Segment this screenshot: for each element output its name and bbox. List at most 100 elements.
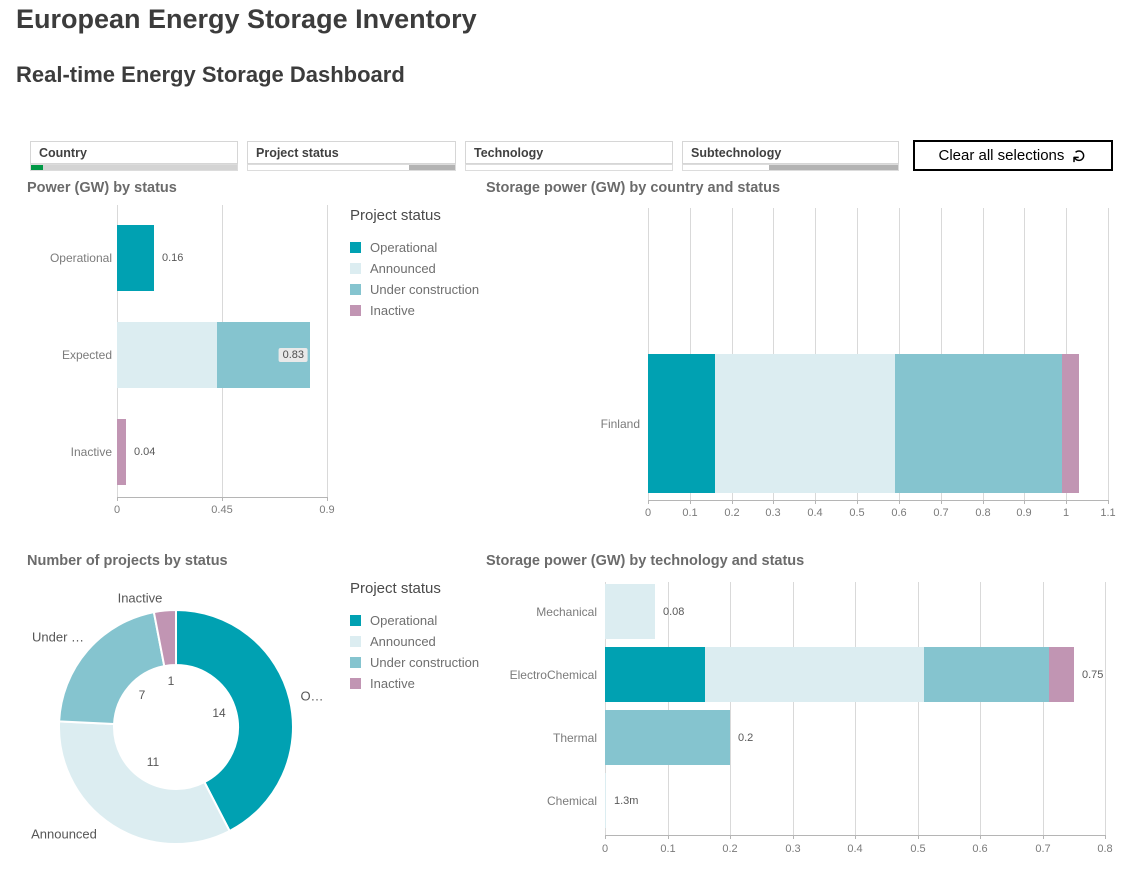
bar-segment-operational[interactable] xyxy=(648,354,715,493)
axis-tick xyxy=(690,500,691,504)
selection-chip-possible xyxy=(248,165,410,170)
gridline xyxy=(730,582,731,835)
axis-tick xyxy=(855,835,856,839)
gridline xyxy=(793,582,794,835)
filter-project-status-label: Project status xyxy=(256,146,339,160)
category-label: Inactive xyxy=(70,445,112,459)
chart-title-projects-by-status: Number of projects by status xyxy=(27,553,228,569)
donut-slice-value: 11 xyxy=(146,755,160,769)
x-tick-label: 0.6 xyxy=(891,507,907,519)
bar-segment-under_construction[interactable] xyxy=(895,354,1062,493)
legend-item-operational[interactable]: Operational xyxy=(350,610,520,631)
legend-item-operational[interactable]: Operational xyxy=(350,237,520,258)
bar-segment-inactive[interactable] xyxy=(117,419,126,485)
legend-item-under_construction[interactable]: Under construction xyxy=(350,652,520,673)
filter-technology-label: Technology xyxy=(474,146,544,160)
value-label: 0.2 xyxy=(738,732,754,744)
x-axis-line xyxy=(648,500,1109,501)
legend-item-label: Operational xyxy=(370,613,438,628)
axis-tick xyxy=(648,500,649,504)
legend-item-announced[interactable]: Announced xyxy=(350,631,520,652)
value-label: 0.83 xyxy=(278,348,308,362)
axis-tick xyxy=(918,835,919,839)
bar-segment-announced[interactable] xyxy=(117,322,217,388)
legend-item-announced[interactable]: Announced xyxy=(350,258,520,279)
page-title: European Energy Storage Inventory xyxy=(16,4,477,34)
gridline xyxy=(605,582,606,835)
donut-slice-under_construction[interactable] xyxy=(58,610,166,726)
x-tick-label: 0.8 xyxy=(1097,843,1113,855)
donut-slice-label: Inactive xyxy=(117,590,163,606)
x-tick-label: 0.3 xyxy=(785,843,801,855)
axis-tick xyxy=(1105,835,1106,839)
operational-swatch-icon xyxy=(350,615,361,626)
category-label: ElectroChemical xyxy=(509,668,597,682)
x-tick-label: 1.1 xyxy=(1100,507,1116,519)
donut-slice-label: O… xyxy=(300,688,324,704)
x-tick-label: 0.1 xyxy=(660,843,676,855)
bar-segment-announced[interactable] xyxy=(605,773,606,828)
legend-item-label: Under construction xyxy=(370,282,480,297)
axis-tick xyxy=(1066,500,1067,504)
bar-segment-announced[interactable] xyxy=(605,584,655,639)
donut-slice-announced[interactable] xyxy=(58,720,231,845)
legend-item-under_construction[interactable]: Under construction xyxy=(350,279,520,300)
gridline xyxy=(980,582,981,835)
bar-segment-announced[interactable] xyxy=(705,647,924,702)
selection-chip-excluded xyxy=(769,165,898,170)
category-label: Finland xyxy=(600,417,640,431)
donut-slice-value: 1 xyxy=(167,674,175,688)
gridline xyxy=(855,582,856,835)
x-tick-label: 0.4 xyxy=(847,843,863,855)
bar-segment-under_construction[interactable] xyxy=(605,710,730,765)
bar-segment-operational[interactable] xyxy=(117,225,154,291)
under_construction-swatch-icon xyxy=(350,284,361,295)
bar-segment-operational[interactable] xyxy=(605,647,705,702)
filter-technology-selection-bar xyxy=(465,164,673,171)
donut-slice-operational[interactable] xyxy=(175,608,294,833)
x-tick-label: 0.6 xyxy=(972,843,988,855)
donut-slice-label: Announced xyxy=(31,826,97,842)
filter-subtechnology[interactable]: Subtechnology xyxy=(682,141,899,164)
clear-all-selections-label: Clear all selections xyxy=(938,147,1065,164)
bar-segment-under_construction[interactable] xyxy=(924,647,1049,702)
legend-project-status: Project status Operational Announced Under… xyxy=(350,207,520,321)
axis-tick xyxy=(1024,500,1025,504)
legend-title: Project status xyxy=(350,207,441,224)
chart-title-storage-by-technology: Storage power (GW) by technology and sta… xyxy=(486,553,805,569)
bar-segment-inactive[interactable] xyxy=(1049,647,1074,702)
selection-chip-alternative xyxy=(43,165,237,170)
x-tick-label: 0.2 xyxy=(722,843,738,855)
legend-item-inactive[interactable]: Inactive xyxy=(350,300,520,321)
category-label: Thermal xyxy=(552,731,597,745)
x-tick-label: 0.45 xyxy=(211,504,233,516)
x-tick-label: 0.7 xyxy=(933,507,949,519)
filter-technology[interactable]: Technology xyxy=(465,141,673,164)
bar-segment-announced[interactable] xyxy=(715,354,895,493)
filter-project-status[interactable]: Project status xyxy=(247,141,456,164)
filter-country[interactable]: Country xyxy=(30,141,238,164)
gridline xyxy=(1105,582,1106,835)
axis-tick xyxy=(1043,835,1044,839)
donut-slice-inactive[interactable] xyxy=(152,608,177,668)
axis-tick xyxy=(983,500,984,504)
x-tick-label: 0.4 xyxy=(807,507,823,519)
category-label: Chemical xyxy=(546,794,597,808)
chart-title-storage-by-country: Storage power (GW) by country and status xyxy=(486,180,781,196)
gridline xyxy=(668,582,669,835)
filter-subtechnology-selection-bar xyxy=(682,164,899,171)
axis-tick xyxy=(899,500,900,504)
x-tick-label: 0.8 xyxy=(975,507,991,519)
filter-project-status-selection-bar xyxy=(247,164,456,171)
donut-slice-value: 14 xyxy=(212,706,226,720)
chart-title-power-by-status: Power (GW) by status xyxy=(27,180,177,196)
inactive-swatch-icon xyxy=(350,678,361,689)
clear-all-selections-button[interactable]: Clear all selections ↻ xyxy=(913,140,1113,171)
legend-item-inactive[interactable]: Inactive xyxy=(350,673,520,694)
donut-slice-label: Under … xyxy=(31,629,85,645)
gridline xyxy=(1108,208,1109,500)
x-tick-label: 0.3 xyxy=(765,507,781,519)
legend-title: Project status xyxy=(350,580,441,597)
bar-segment-inactive[interactable] xyxy=(1062,354,1079,493)
